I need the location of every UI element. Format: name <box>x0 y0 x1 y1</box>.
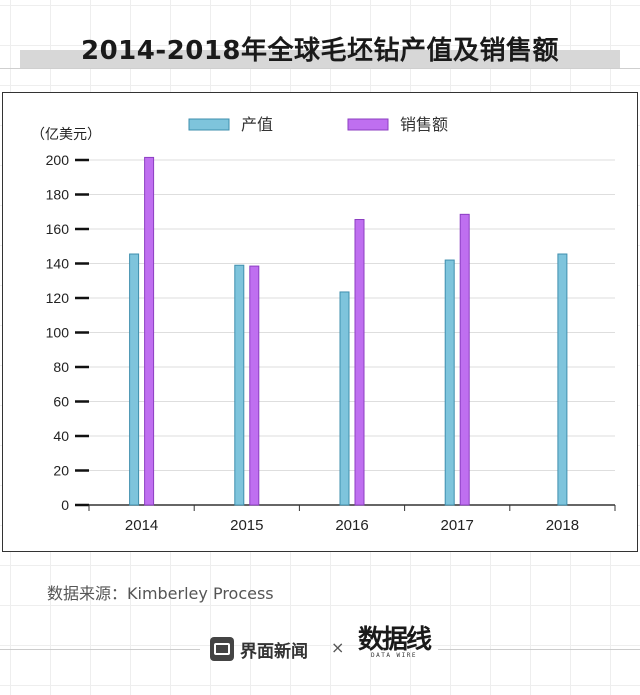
bar-output-value-2015 <box>234 264 245 506</box>
y-tick-label: 200 <box>46 152 70 168</box>
datawire-logo-text: 数据线 <box>358 625 432 655</box>
bar-sales-2016 <box>354 219 365 506</box>
x-tick-label: 2016 <box>335 517 368 534</box>
footer-separator: × <box>331 638 345 657</box>
legend-swatch-2 <box>347 118 389 131</box>
source-note: 数据来源：Kimberley Process <box>47 584 274 603</box>
y-tick-label: 160 <box>46 221 70 237</box>
x-tick-label: 2017 <box>441 517 474 534</box>
bar-sales-2017 <box>459 213 470 506</box>
y-tick-label: 140 <box>46 256 70 272</box>
y-tick-label: 60 <box>53 394 69 410</box>
y-tick-label: 80 <box>53 359 69 375</box>
footer-divider-left <box>0 649 200 650</box>
bar-output-value-2016 <box>339 291 350 506</box>
y-axis-unit-label: （亿美元） <box>31 127 101 143</box>
title-band <box>20 50 620 68</box>
bar-sales-2014 <box>144 156 155 506</box>
jiemian-logo: 界面新闻 <box>210 636 308 662</box>
x-tick-label: 2015 <box>230 517 263 534</box>
jiemian-logo-text: 界面新闻 <box>240 641 308 662</box>
y-tick-label: 20 <box>53 463 69 479</box>
bar-output-value-2018 <box>557 253 568 506</box>
page-title: 2014-2018年全球毛坯钻产值及销售额 <box>80 36 560 66</box>
legend-label-2: 销售额 <box>400 115 448 134</box>
y-tick-label: 40 <box>53 428 69 444</box>
chart-frame: （亿美元） 0 20 40 60 80 100 120 140 160 180 200 2014 2015… <box>2 92 638 552</box>
x-tick-label: 2018 <box>546 517 579 534</box>
bar-output-value-2017 <box>444 259 455 506</box>
legend-label-1: 产值 <box>241 115 273 134</box>
datawire-logo-subtext: DATA WIRE <box>371 652 418 659</box>
jiemian-logo-icon <box>210 637 234 661</box>
bar-output-value-2014 <box>129 253 140 506</box>
footer-divider-right <box>438 649 640 650</box>
bar-sales-2015 <box>249 265 260 506</box>
datawire-logo: 数据线 DATA WIRE <box>358 625 432 659</box>
y-tick-label: 180 <box>46 187 70 203</box>
x-tick-label: 2014 <box>125 517 158 534</box>
bar-chart: （亿美元） 0 20 40 60 80 100 120 140 160 180 200 2014 2015… <box>31 115 616 534</box>
legend-swatch-1 <box>188 118 230 131</box>
title-divider <box>0 68 640 69</box>
y-tick-label: 120 <box>46 290 70 306</box>
y-tick-label: 100 <box>46 325 70 341</box>
y-tick-label: 0 <box>61 497 69 513</box>
